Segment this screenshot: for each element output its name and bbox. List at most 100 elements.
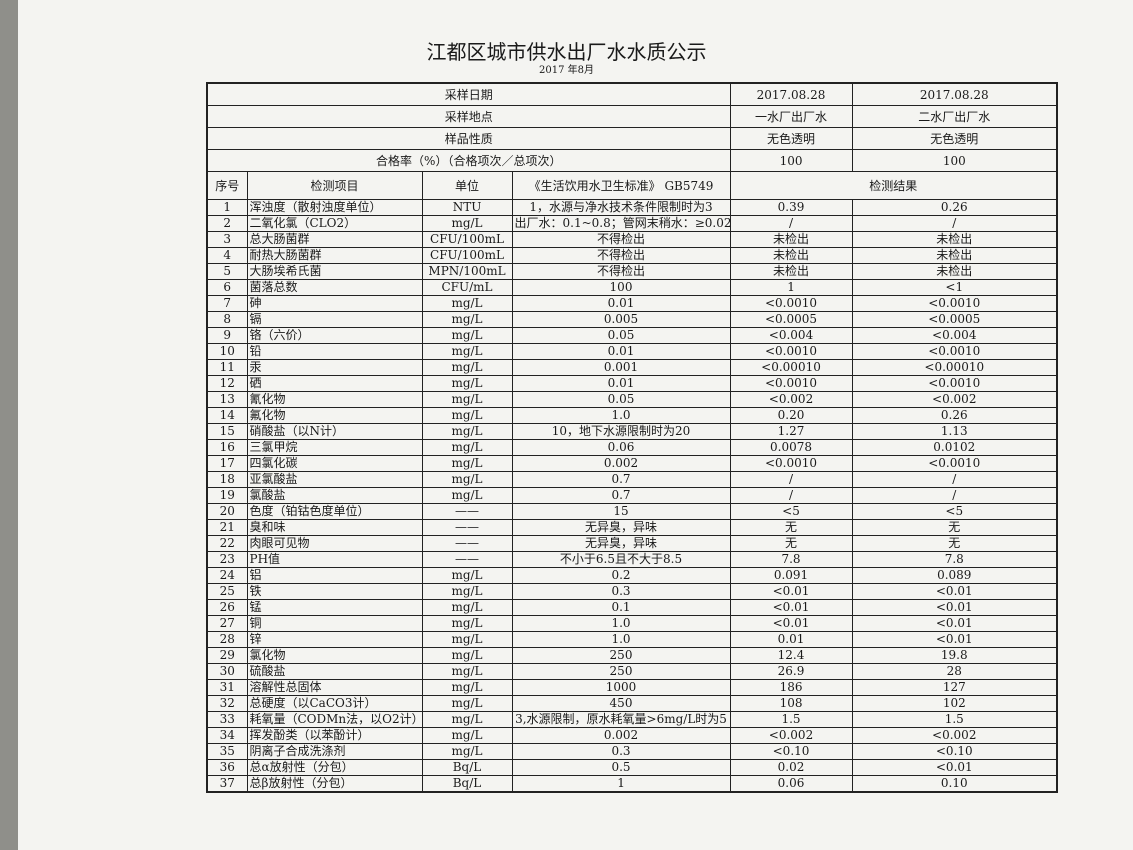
table-cell: ——	[421, 551, 513, 568]
table-cell: mg/L	[421, 311, 513, 328]
table-cell: 无	[851, 519, 1058, 536]
table-cell: <0.002	[729, 727, 853, 744]
table-cell: ——	[421, 503, 513, 520]
table-cell: 硝酸盐（以N计）	[246, 423, 423, 440]
table-cell: NTU	[421, 199, 513, 216]
table-cell: 19.8	[851, 647, 1058, 664]
table-cell: 5	[206, 263, 248, 280]
table-cell: 0.01	[511, 295, 731, 312]
table-cell: <0.0010	[851, 343, 1058, 360]
table-cell: <0.01	[851, 583, 1058, 600]
table-cell: 无色透明	[729, 127, 853, 150]
table-cell: <0.01	[729, 599, 853, 616]
table-cell: 26.9	[729, 663, 853, 680]
table-cell: mg/L	[421, 423, 513, 440]
table-cell: 0.7	[511, 471, 731, 488]
table-cell: mg/L	[421, 679, 513, 696]
table-cell: 浑浊度（散射浊度单位）	[246, 199, 423, 216]
table-cell: 铬（六价）	[246, 327, 423, 344]
table-cell: mg/L	[421, 391, 513, 408]
table-cell: 23	[206, 551, 248, 568]
table-row: 35 阴离子合成洗涤剂 mg/L 0.3 <0.10 <0.10	[206, 743, 1058, 760]
table-row: 33 耗氧量（CODMn法，以O2计） mg/L 3,水源限制，原水耗氧量>6mg/L…	[206, 711, 1058, 728]
table-cell: 29	[206, 647, 248, 664]
table-cell: 0.002	[511, 455, 731, 472]
table-cell: 9	[206, 327, 248, 344]
table-cell: 采样地点	[206, 105, 731, 128]
table-cell: 二氧化氯（CLO2）	[246, 215, 423, 232]
table-cell: 1.0	[511, 631, 731, 648]
table-cell: 单位	[421, 171, 513, 200]
table-cell: <0.0010	[851, 455, 1058, 472]
table-row: 26 锰 mg/L 0.1 <0.01 <0.01	[206, 599, 1058, 616]
table-row: 合格率（%）（合格项次／总项次） 100 100	[206, 149, 1058, 172]
table-cell: mg/L	[421, 615, 513, 632]
table-cell: 30	[206, 663, 248, 680]
table-cell: 四氯化碳	[246, 455, 423, 472]
table-cell: 无	[729, 519, 853, 536]
table-cell: mg/L	[421, 727, 513, 744]
table-cell: <0.0010	[729, 375, 853, 392]
table-cell: /	[851, 487, 1058, 504]
table-row: 37 总β放射性（分包） Bq/L 1 0.06 0.10	[206, 775, 1058, 793]
table-cell: 0.05	[511, 391, 731, 408]
table-cell: 0.26	[851, 199, 1058, 216]
table-cell: 20	[206, 503, 248, 520]
table-cell: 铅	[246, 343, 423, 360]
table-cell: 0.06	[511, 439, 731, 456]
table-cell: 0.0078	[729, 439, 853, 456]
table-cell: 色度（铂钴色度单位）	[246, 503, 423, 520]
table-cell: /	[729, 487, 853, 504]
table-cell: Bq/L	[421, 759, 513, 776]
table-cell: 22	[206, 535, 248, 552]
table-cell: 0.001	[511, 359, 731, 376]
table-cell: 总大肠菌群	[246, 231, 423, 248]
table-cell: 0.39	[729, 199, 853, 216]
table-cell: 0.0102	[851, 439, 1058, 456]
table-cell: 无	[729, 535, 853, 552]
table-cell: CFU/mL	[421, 279, 513, 296]
table-cell: 3	[206, 231, 248, 248]
table-cell: CFU/100mL	[421, 231, 513, 248]
table-cell: 100	[851, 149, 1058, 172]
table-cell: 耐热大肠菌群	[246, 247, 423, 264]
table-cell: <0.01	[729, 615, 853, 632]
table-cell: <0.01	[851, 631, 1058, 648]
table-cell: 总硬度（以CaCO3计）	[246, 695, 423, 712]
table-cell: 12.4	[729, 647, 853, 664]
table-cell: 0.10	[851, 775, 1058, 793]
table-cell: 32	[206, 695, 248, 712]
table-cell: mg/L	[421, 455, 513, 472]
table-row: 4 耐热大肠菌群 CFU/100mL 不得检出 未检出 未检出	[206, 247, 1058, 264]
table-row: 10 铅 mg/L 0.01 <0.0010 <0.0010	[206, 343, 1058, 360]
table-cell: 无异臭，异味	[511, 519, 731, 536]
table-cell: 无色透明	[851, 127, 1058, 150]
table-cell: 汞	[246, 359, 423, 376]
table-cell: 样品性质	[206, 127, 731, 150]
table-row: 2 二氧化氯（CLO2） mg/L 出厂水：0.1~0.8；管网末稍水：≥0.02//	[206, 215, 1058, 232]
table-cell: mg/L	[421, 327, 513, 344]
quality-table: 采样日期 2017.08.28 2017.08.28 采样地点 一水厂出厂水 二水厂出厂水…	[206, 82, 1059, 793]
table-row: 20 色度（铂钴色度单位） —— 15 <5 <5	[206, 503, 1058, 520]
table-cell: 镉	[246, 311, 423, 328]
table-cell: 采样日期	[206, 82, 731, 106]
table-cell: 102	[851, 695, 1058, 712]
table-row: 8 镉 mg/L 0.005 <0.0005 <0.0005	[206, 311, 1058, 328]
table-cell: 1.0	[511, 615, 731, 632]
table-cell: 17	[206, 455, 248, 472]
table-cell: 0.2	[511, 567, 731, 584]
table-cell: 1.27	[729, 423, 853, 440]
table-cell: 不小于6.5且不大于8.5	[511, 551, 731, 568]
table-cell: <0.01	[729, 583, 853, 600]
table-cell: 1，水源与净水技术条件限制时为3	[511, 199, 731, 216]
table-cell: /	[729, 215, 853, 232]
table-cell: 28	[851, 663, 1058, 680]
table-row: 序号 检测项目 单位 《生活饮用水卫生标准》 GB5749 检测结果	[206, 171, 1058, 200]
table-cell: /	[851, 215, 1058, 232]
table-cell: 铁	[246, 583, 423, 600]
table-row: 14 氟化物 mg/L 1.0 0.20 0.26	[206, 407, 1058, 424]
table-cell: 氯化物	[246, 647, 423, 664]
table-cell: /	[851, 471, 1058, 488]
table-cell: 1	[729, 279, 853, 296]
table-cell: 0.02	[729, 759, 853, 776]
